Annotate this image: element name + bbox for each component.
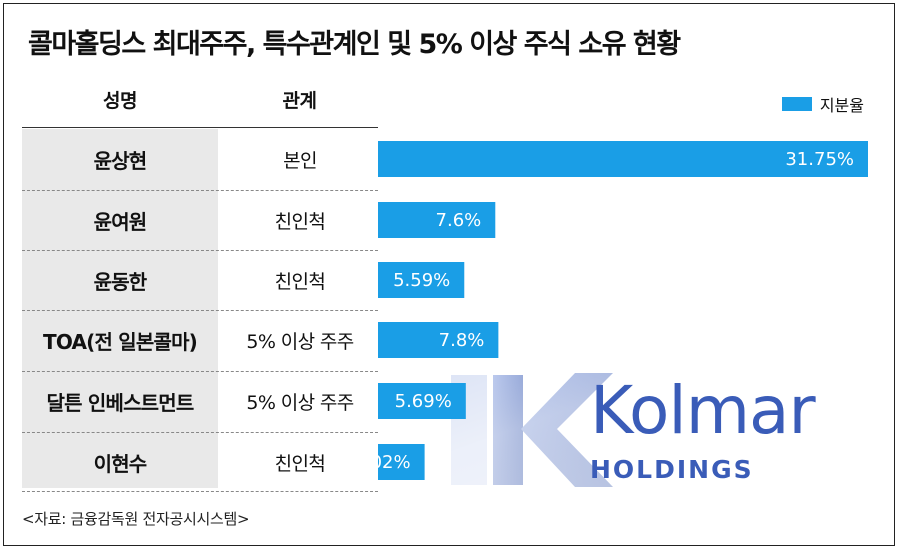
header-relation: 관계	[282, 90, 317, 112]
source-note: <자료: 금융감독원 전자공시시스템>	[22, 510, 250, 528]
logo-subtitle: HOLDINGS	[590, 455, 754, 484]
bar-1	[378, 202, 496, 238]
row-divider	[22, 432, 378, 433]
row-relation: 친인척	[274, 452, 326, 475]
chart-title: 콜마홀딩스 최대주주, 특수관계인 및 5% 이상 주식 소유 현황	[28, 29, 681, 60]
table-row: 달튼 인베스트먼트 5% 이상 주주	[22, 371, 378, 431]
row-relation: 5% 이상 주주	[246, 330, 354, 353]
bar-3	[378, 322, 499, 358]
row-divider	[22, 371, 378, 372]
name-column-background	[22, 129, 218, 488]
row-relation: 친인척	[274, 270, 326, 293]
logo-wordmark: Kolmar	[590, 372, 816, 449]
row-divider	[22, 250, 378, 251]
row-divider	[22, 190, 378, 191]
row-name: TOA(전 일본콜마)	[42, 329, 198, 354]
bar-value-label-0: 31.75%	[785, 149, 854, 170]
header-name: 성명	[103, 90, 137, 112]
row-name: 윤여원	[93, 209, 148, 234]
bar-0	[378, 141, 868, 177]
bar-value-label-2: 5.59%	[393, 270, 450, 291]
row-divider	[22, 310, 378, 311]
table-row: 윤동한 친인척	[22, 250, 378, 310]
row-relation: 본인	[283, 149, 317, 172]
header-rule	[22, 127, 378, 128]
bar-4	[378, 383, 466, 419]
table-row: 이현수 친인척	[22, 432, 378, 492]
bar-2	[378, 262, 465, 298]
legend-swatch	[781, 97, 812, 111]
bar-value-label-3: 7.8%	[439, 330, 485, 351]
legend-label: 지분율	[819, 96, 864, 115]
row-divider	[22, 491, 378, 492]
bar-5	[378, 444, 425, 480]
row-relation: 친인척	[274, 210, 326, 233]
table-row: TOA(전 일본콜마) 5% 이상 주주	[22, 310, 378, 370]
row-name: 윤상현	[93, 148, 148, 173]
logo-fade	[420, 330, 890, 540]
bar-value-label-4: 5.69%	[395, 391, 452, 412]
table-row: 윤여원 친인척	[22, 190, 378, 250]
table-row: 윤상현 본인	[22, 129, 378, 189]
bar-value-label-5: 3.02%	[353, 452, 410, 473]
row-relation: 5% 이상 주주	[246, 391, 354, 414]
row-name: 이현수	[93, 451, 148, 476]
row-name: 달튼 인베스트먼트	[46, 390, 195, 415]
row-name: 윤동한	[93, 269, 148, 294]
legend: 지분율	[781, 92, 864, 116]
bar-value-label-1: 7.6%	[436, 210, 482, 231]
